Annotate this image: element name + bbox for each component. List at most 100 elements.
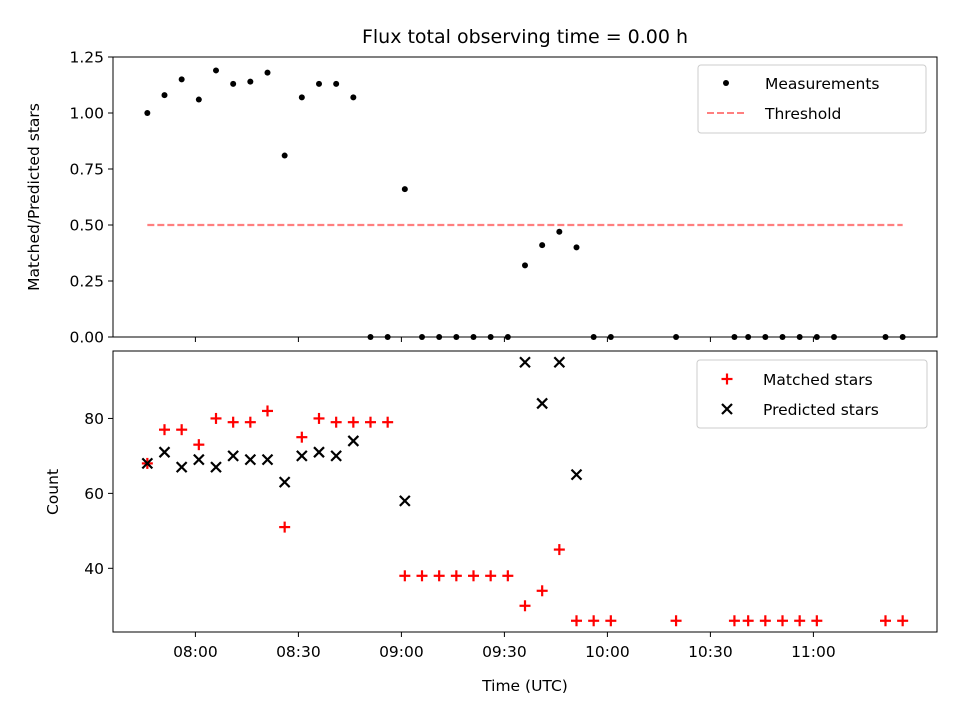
measurement-point bbox=[281, 152, 288, 159]
matched-star-point bbox=[777, 615, 788, 627]
matched-star-point bbox=[416, 570, 428, 582]
matched-star-point bbox=[571, 615, 582, 627]
legend-matched-marker bbox=[721, 373, 733, 385]
bottom-axes: 40 60 80 08:00 08:30 09:00 09:30 10:00 10:30 11:… bbox=[44, 350, 938, 695]
matched-star-point bbox=[728, 615, 740, 627]
bottom-legend-box bbox=[696, 359, 928, 429]
matched-star-point bbox=[244, 416, 256, 428]
top-y-tick-label: 0.50 bbox=[69, 217, 104, 235]
top-x-ticks bbox=[194, 337, 814, 342]
predicted-star-point bbox=[399, 495, 411, 507]
matched-star-point bbox=[485, 570, 497, 582]
measurement-point bbox=[401, 186, 408, 193]
legend-predicted-label: Predicted stars bbox=[763, 401, 879, 419]
predicted-star-point bbox=[570, 468, 583, 481]
predicted-star-point bbox=[193, 453, 205, 466]
matched-star-point bbox=[794, 615, 806, 627]
matched-star-point bbox=[399, 570, 411, 582]
predicted-star-point bbox=[296, 450, 308, 462]
matched-star-point bbox=[193, 439, 205, 451]
legend-matched-label: Matched stars bbox=[763, 371, 873, 389]
matched-star-point bbox=[670, 615, 682, 627]
top-axes-frame bbox=[112, 56, 938, 338]
matched-star-point bbox=[553, 544, 565, 556]
matched-star-point bbox=[296, 431, 308, 443]
matched-star-point bbox=[433, 570, 445, 582]
legend-predicted-marker bbox=[721, 403, 733, 415]
bottom-x-tick-label: 10:30 bbox=[688, 643, 733, 661]
measurement-point bbox=[264, 69, 271, 76]
bottom-y-tick-label: 80 bbox=[84, 410, 104, 428]
measurement-point bbox=[161, 92, 168, 99]
matched-star-point bbox=[279, 521, 291, 533]
bottom-series-layer bbox=[141, 356, 909, 627]
matched-star-point bbox=[176, 424, 188, 436]
bottom-x-ticks: 08:00 08:30 09:00 09:30 10:00 10:30 11:00 bbox=[173, 632, 836, 661]
matched-star-point bbox=[880, 615, 891, 627]
matched-star-point bbox=[468, 570, 479, 582]
measurement-point bbox=[573, 244, 580, 251]
predicted-star-point bbox=[227, 450, 239, 462]
matched-star-point bbox=[519, 600, 531, 612]
bottom-y-tick-label: 40 bbox=[84, 560, 104, 578]
bottom-x-tick-label: 09:00 bbox=[379, 643, 424, 661]
predicted-star-point bbox=[175, 461, 188, 473]
matched-star-point bbox=[605, 615, 617, 627]
predicted-star-point bbox=[244, 453, 257, 466]
measurement-point bbox=[333, 80, 340, 87]
matched-star-point bbox=[811, 615, 823, 627]
matched-star-point bbox=[742, 615, 754, 627]
top-y-tick-label: 0.25 bbox=[69, 273, 104, 291]
matched-star-point bbox=[897, 615, 909, 627]
measurement-point bbox=[213, 67, 219, 74]
bottom-y-ticks: 40 60 80 bbox=[84, 410, 113, 578]
predicted-star-point bbox=[347, 435, 360, 447]
matched-star-point bbox=[210, 412, 222, 424]
measurement-point bbox=[539, 242, 546, 249]
measurement-point bbox=[144, 110, 151, 116]
predicted-star-point bbox=[313, 446, 325, 458]
matched-star-point bbox=[382, 416, 394, 428]
measurement-point bbox=[195, 96, 202, 103]
top-axes: 0.00 0.25 0.50 0.75 1.00 1.25 Matched/Predict… bbox=[25, 49, 938, 347]
bottom-x-tick-label: 11:00 bbox=[791, 643, 836, 661]
matched-star-point bbox=[227, 416, 239, 428]
legend-measurements-marker bbox=[723, 80, 729, 86]
bottom-x-tick-label: 10:00 bbox=[585, 643, 630, 661]
measurement-point bbox=[522, 262, 528, 269]
measurement-point bbox=[178, 76, 185, 83]
measurement-point bbox=[350, 94, 357, 101]
predicted-star-point bbox=[536, 397, 548, 410]
chart-title: Flux total observing time = 0.00 h bbox=[362, 26, 688, 48]
legend-x-glyph bbox=[721, 403, 733, 415]
measurement-point bbox=[298, 94, 305, 101]
top-legend: Measurements Threshold bbox=[697, 64, 927, 134]
legend-plus-glyph bbox=[721, 373, 733, 385]
matched-star-point bbox=[759, 615, 771, 627]
bottom-y-tick-label: 60 bbox=[84, 485, 104, 503]
matched-star-point bbox=[262, 405, 273, 417]
predicted-star-point bbox=[158, 446, 171, 458]
matched-star-point bbox=[330, 416, 342, 428]
bottom-axes-frame bbox=[112, 350, 938, 633]
top-y-tick-label: 1.25 bbox=[69, 49, 104, 67]
top-y-tick-label: 1.00 bbox=[69, 105, 104, 123]
predicted-star-point bbox=[261, 453, 274, 466]
legend-threshold-label: Threshold bbox=[764, 105, 841, 123]
matched-star-point bbox=[588, 615, 600, 627]
measurement-point bbox=[247, 78, 254, 85]
measurement-point bbox=[316, 80, 322, 87]
matched-star-point bbox=[313, 412, 325, 424]
predicted-star-point bbox=[141, 457, 154, 470]
predicted-star-point bbox=[330, 450, 342, 462]
matched-star-point bbox=[450, 570, 462, 582]
predicted-star-point bbox=[553, 356, 566, 369]
top-y-tick-label: 0.00 bbox=[69, 329, 104, 347]
top-y-axis-label: Matched/Predicted stars bbox=[25, 103, 43, 291]
bottom-x-tick-label: 09:30 bbox=[482, 643, 527, 661]
predicted-star-point bbox=[519, 356, 531, 369]
predicted-star-point bbox=[278, 476, 291, 488]
bottom-legend: Matched stars Predicted stars bbox=[696, 359, 928, 429]
matched-star-point bbox=[365, 416, 376, 428]
